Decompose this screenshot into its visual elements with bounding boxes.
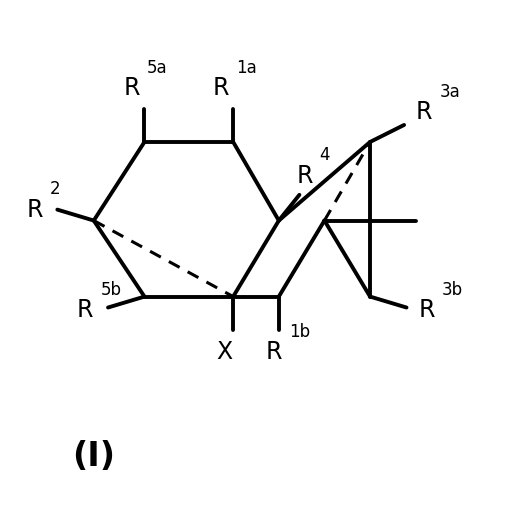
Text: R: R [123, 76, 140, 100]
Text: 1b: 1b [289, 323, 310, 341]
Text: 3a: 3a [440, 83, 460, 101]
Text: (I): (I) [72, 440, 115, 473]
Text: 5b: 5b [100, 281, 121, 299]
Text: R: R [266, 340, 282, 365]
Text: 5a: 5a [147, 58, 167, 77]
Text: 3b: 3b [442, 281, 463, 299]
Text: R: R [77, 298, 94, 322]
Text: R: R [416, 100, 433, 124]
Text: R: R [26, 198, 43, 222]
Text: R: R [296, 164, 313, 188]
Text: X: X [216, 340, 232, 365]
Text: 1a: 1a [236, 58, 257, 77]
Text: R: R [418, 298, 435, 322]
Text: 4: 4 [319, 147, 330, 164]
Text: 2: 2 [50, 180, 60, 198]
Text: R: R [212, 76, 229, 100]
